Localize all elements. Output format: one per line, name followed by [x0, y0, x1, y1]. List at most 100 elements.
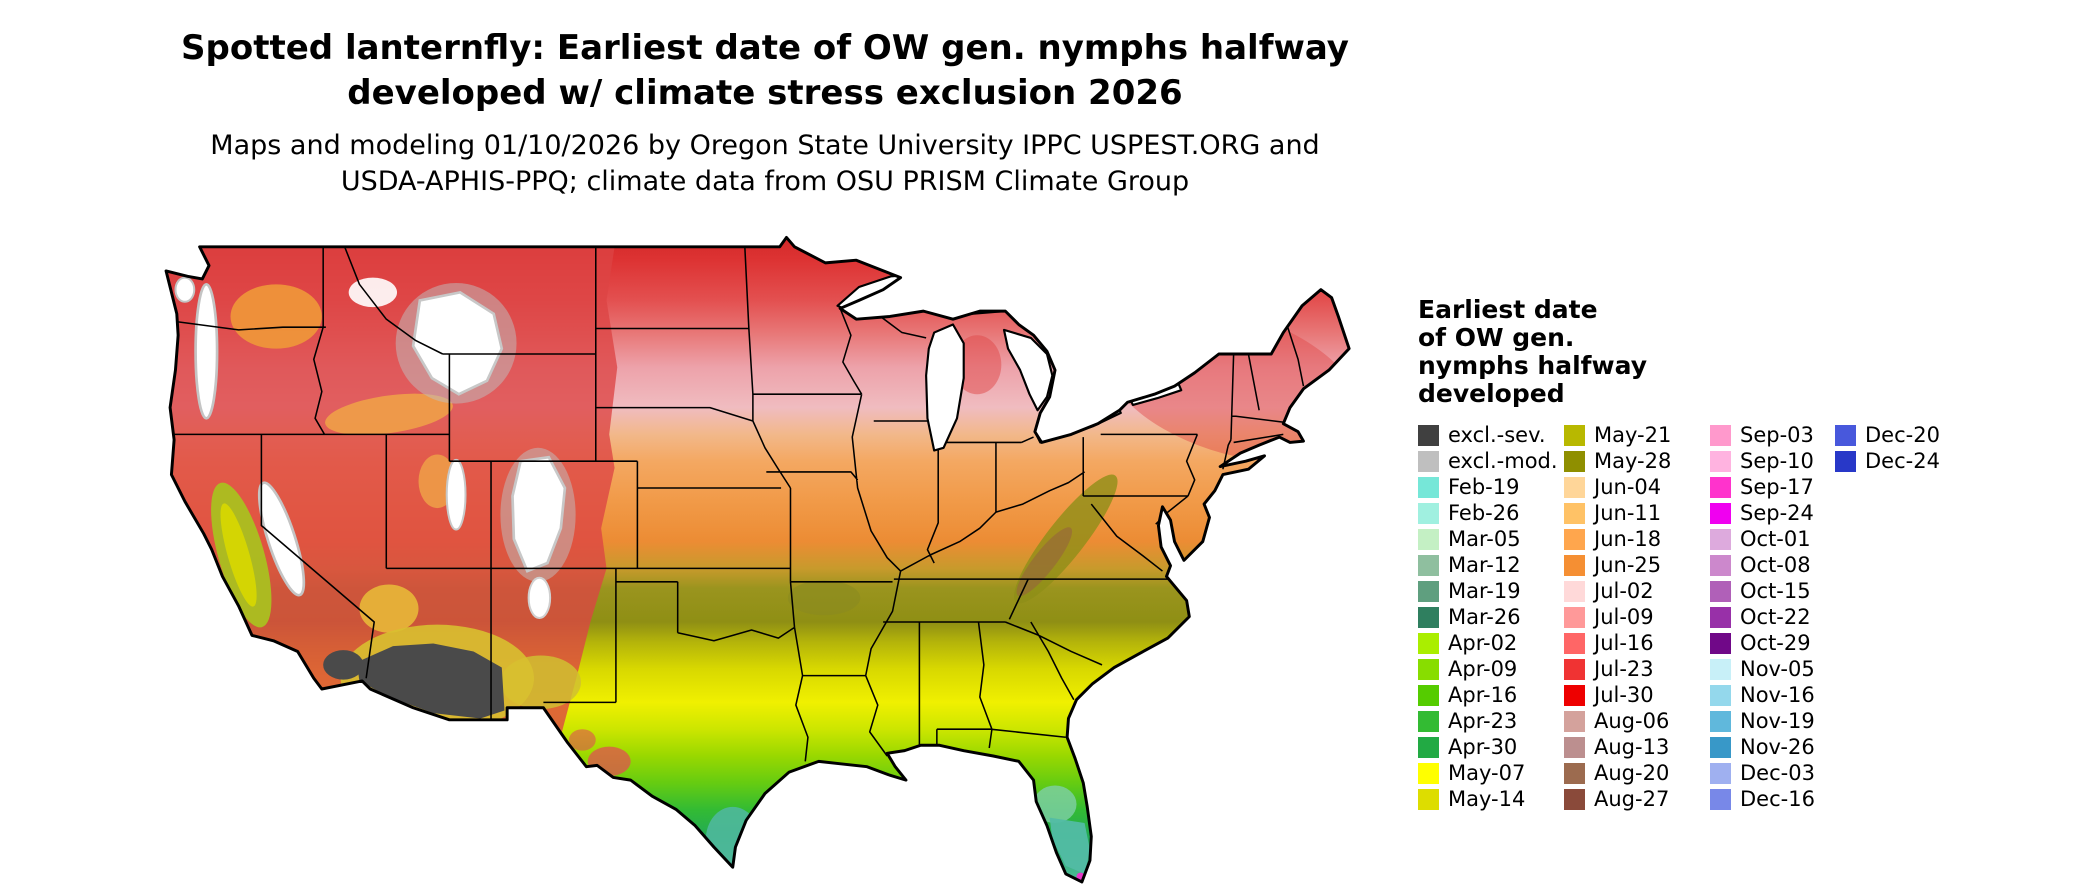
legend-swatch [1418, 450, 1439, 472]
legend-label: May-07 [1448, 761, 1526, 785]
legend-label: excl.-sev. [1448, 423, 1546, 447]
legend-label: Jul-16 [1594, 631, 1654, 655]
legend-item: Feb-19 [1418, 474, 1564, 500]
legend-label: Apr-23 [1448, 709, 1518, 733]
legend-item: Mar-19 [1418, 578, 1564, 604]
legend-label: Apr-02 [1448, 631, 1518, 655]
legend-item: Aug-27 [1564, 786, 1710, 812]
legend-item: May-21 [1564, 422, 1710, 448]
legend-label: Apr-16 [1448, 683, 1518, 707]
legend-column-2: May-21 May-28 Jun-04 Jun-11 Jun-18 Jun-25 Jul-… [1564, 422, 1710, 812]
subtitle-line2: USDA-APHIS-PPQ; climate data from OSU PR… [340, 166, 1190, 197]
legend-item: Aug-20 [1564, 760, 1710, 786]
legend: Earliest date of OW gen. nymphs halfway … [1418, 296, 2038, 812]
legend-label: Jul-23 [1594, 657, 1654, 681]
legend-swatch [1418, 788, 1439, 810]
legend-item: Dec-16 [1710, 786, 1835, 812]
legend-column-3: Sep-03 Sep-10 Sep-17 Sep-24 Oct-01 Oct-08 Oct-… [1710, 422, 1835, 812]
legend-swatch [1564, 528, 1585, 550]
legend-label: Jun-11 [1594, 501, 1662, 525]
legend-item: Apr-30 [1418, 734, 1564, 760]
legend-item: excl.-mod. [1418, 448, 1564, 474]
legend-label: Aug-20 [1594, 761, 1670, 785]
legend-label: Jul-09 [1594, 605, 1654, 629]
legend-item: May-14 [1418, 786, 1564, 812]
subtitle-line1: Maps and modeling 01/10/2026 by Oregon S… [210, 130, 1320, 161]
legend-label: Mar-05 [1448, 527, 1521, 551]
legend-swatch [1564, 684, 1585, 706]
legend-item: Jul-30 [1564, 682, 1710, 708]
legend-item: Sep-17 [1710, 474, 1835, 500]
legend-swatch [1710, 710, 1731, 732]
legend-label: Aug-27 [1594, 787, 1670, 811]
legend-swatch [1564, 606, 1585, 628]
legend-swatch [1710, 762, 1731, 784]
legend-item: Apr-16 [1418, 682, 1564, 708]
legend-item: Apr-02 [1418, 630, 1564, 656]
legend-item: excl.-sev. [1418, 422, 1564, 448]
legend-label: Mar-26 [1448, 605, 1521, 629]
legend-item: Jun-11 [1564, 500, 1710, 526]
legend-item: Sep-10 [1710, 448, 1835, 474]
legend-swatch [1418, 658, 1439, 680]
legend-swatch [1710, 528, 1731, 550]
legend-item: Oct-08 [1710, 552, 1835, 578]
state-borders [168, 246, 1305, 762]
legend-swatch [1710, 424, 1731, 446]
legend-swatch [1564, 450, 1585, 472]
legend-swatch [1564, 554, 1585, 576]
legend-label: Aug-06 [1594, 709, 1670, 733]
legend-item: Sep-03 [1710, 422, 1835, 448]
legend-swatch [1418, 502, 1439, 524]
legend-swatch [1564, 632, 1585, 654]
legend-swatch [1418, 736, 1439, 758]
legend-label: May-28 [1594, 449, 1672, 473]
legend-item: Dec-24 [1835, 448, 1981, 474]
legend-swatch [1710, 684, 1731, 706]
legend-label: Mar-19 [1448, 579, 1521, 603]
legend-swatch [1418, 762, 1439, 784]
legend-label: Feb-19 [1448, 475, 1520, 499]
legend-label: Oct-29 [1740, 631, 1811, 655]
legend-swatch [1564, 710, 1585, 732]
us-map-svg [164, 235, 1351, 884]
legend-label: excl.-mod. [1448, 449, 1558, 473]
legend-item: Mar-05 [1418, 526, 1564, 552]
legend-title: Earliest date of OW gen. nymphs halfway … [1418, 296, 2038, 408]
legend-swatch [1710, 476, 1731, 498]
legend-item: Feb-26 [1418, 500, 1564, 526]
legend-swatch [1418, 606, 1439, 628]
legend-item: Apr-23 [1418, 708, 1564, 734]
header: Spotted lanternfly: Earliest date of OW … [0, 26, 1530, 200]
legend-title-line1: Earliest date [1418, 295, 1598, 324]
legend-label: Jun-25 [1594, 553, 1662, 577]
legend-label: Oct-01 [1740, 527, 1811, 551]
legend-item: Sep-24 [1710, 500, 1835, 526]
legend-item: Jul-02 [1564, 578, 1710, 604]
legend-columns: excl.-sev. excl.-mod. Feb-19 Feb-26 Mar-05 Ma… [1418, 422, 2038, 812]
legend-swatch [1418, 684, 1439, 706]
legend-label: Dec-20 [1865, 423, 1940, 447]
page-title-line2: developed w/ climate stress exclusion 20… [347, 73, 1183, 113]
legend-label: Nov-05 [1740, 657, 1815, 681]
legend-item: Jul-09 [1564, 604, 1710, 630]
legend-swatch [1564, 736, 1585, 758]
legend-title-line3: nymphs halfway [1418, 351, 1648, 380]
legend-swatch [1418, 476, 1439, 498]
legend-swatch [1564, 658, 1585, 680]
legend-item: Nov-26 [1710, 734, 1835, 760]
legend-item: Jun-04 [1564, 474, 1710, 500]
legend-label: Sep-10 [1740, 449, 1814, 473]
legend-item: Apr-09 [1418, 656, 1564, 682]
legend-item: Nov-05 [1710, 656, 1835, 682]
legend-label: Jun-18 [1594, 527, 1662, 551]
legend-item: Nov-16 [1710, 682, 1835, 708]
legend-swatch [1835, 424, 1856, 446]
legend-swatch [1564, 476, 1585, 498]
legend-swatch [1710, 580, 1731, 602]
legend-swatch [1418, 424, 1439, 446]
legend-label: Apr-09 [1448, 657, 1518, 681]
legend-label: Jul-30 [1594, 683, 1654, 707]
legend-swatch [1710, 606, 1731, 628]
legend-label: Sep-24 [1740, 501, 1814, 525]
